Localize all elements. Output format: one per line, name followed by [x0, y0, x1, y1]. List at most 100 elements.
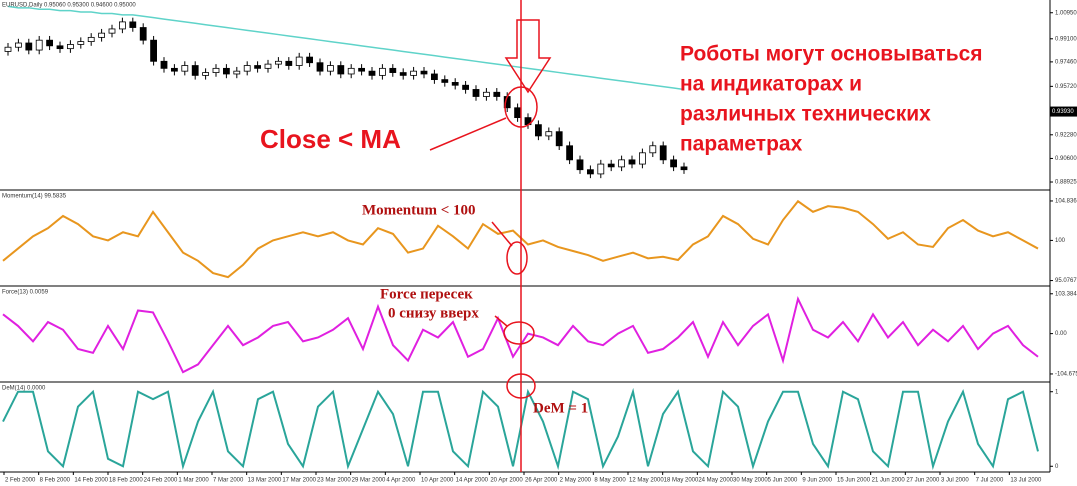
candle-body — [555, 131, 563, 147]
annotation: DeM = 1 — [533, 400, 588, 416]
candle-body — [119, 21, 126, 30]
pointer — [494, 315, 508, 327]
x-tick-label: 8 Feb 2000 — [40, 478, 71, 484]
candle-body — [25, 42, 33, 51]
y-tick-label: 0.88925 — [1055, 180, 1077, 186]
x-tick-label: 4 Apr 2000 — [386, 478, 416, 484]
pointer — [491, 221, 513, 247]
candle-body — [87, 36, 95, 42]
x-tick-label: 13 Mar 2000 — [248, 478, 282, 484]
x-tick-label: 5 Jun 2000 — [768, 478, 798, 484]
candle-body — [285, 60, 293, 66]
y-tick-label: 0 — [1055, 464, 1059, 470]
candle-body — [358, 67, 366, 72]
x-tick-label: 13 Jul 2000 — [1010, 478, 1042, 484]
candle-body — [139, 27, 147, 41]
x-tick-label: 9 Jun 2000 — [802, 478, 832, 484]
x-tick-label: 18 May 2000 — [664, 478, 699, 484]
candle-body — [337, 65, 345, 75]
x-tick-label: 17 Mar 2000 — [282, 478, 316, 484]
candle-body — [347, 67, 355, 75]
pointer — [429, 117, 507, 151]
candle-body — [399, 72, 407, 76]
candle-body — [628, 159, 636, 165]
candle-body — [680, 166, 688, 171]
candle-body — [254, 65, 262, 69]
candle-body — [587, 169, 594, 175]
candle-body — [129, 21, 137, 28]
y-tick-label: 100 — [1055, 238, 1066, 244]
candle-body — [451, 82, 459, 86]
pane-title: Force(13) 0.0059 — [2, 290, 49, 296]
candle-body — [160, 60, 168, 69]
x-tick-label: 3 Jul 2000 — [941, 478, 969, 484]
candle-body — [35, 39, 43, 51]
candle-body — [233, 70, 241, 75]
annotation: различных технических — [680, 103, 931, 126]
candle-body — [670, 159, 677, 168]
x-tick-label: 23 Mar 2000 — [317, 478, 351, 484]
x-tick-label: 14 Feb 2000 — [74, 478, 108, 484]
x-tick-label: 12 May 2000 — [629, 478, 664, 484]
candle-body — [202, 72, 210, 76]
candle-body — [46, 39, 53, 47]
y-tick-label: -104.6753 — [1055, 372, 1077, 378]
candle-body — [212, 67, 220, 73]
x-tick-label: 24 Feb 2000 — [144, 478, 178, 484]
candle-body — [274, 60, 282, 65]
candle-body — [150, 39, 158, 62]
candle-body — [566, 145, 573, 161]
candle-body — [607, 163, 615, 168]
candle-body — [77, 41, 85, 45]
x-tick-label: 7 Mar 2000 — [213, 478, 244, 484]
candle-body — [326, 65, 334, 72]
x-tick-label: 14 Apr 2000 — [456, 478, 489, 484]
price-label: 0.93930 — [1052, 109, 1074, 115]
candle-body — [191, 65, 199, 76]
candle-body — [295, 56, 303, 66]
candle-body — [170, 67, 178, 72]
candle-body — [576, 159, 584, 171]
y-tick-label: 95.0767 — [1055, 278, 1077, 284]
x-tick-label: 18 Feb 2000 — [109, 478, 143, 484]
annotation: Close < MA — [260, 124, 401, 154]
x-tick-label: 2 May 2000 — [560, 478, 592, 484]
x-tick-label: 8 May 2000 — [594, 478, 626, 484]
candle-body — [181, 65, 189, 72]
candle-body — [243, 65, 251, 72]
y-tick-label: 0.99100 — [1055, 36, 1077, 42]
x-tick-label: 15 Jun 2000 — [837, 478, 871, 484]
annotation: Momentum < 100 — [362, 202, 476, 218]
x-tick-label: 27 Jun 2000 — [906, 478, 940, 484]
candle-body — [410, 70, 418, 76]
candle-body — [535, 124, 542, 137]
annotations: Close < MA Momentum < 100 Force пересек … — [2, 3, 983, 417]
x-tick-label: 2 Feb 2000 — [5, 478, 36, 484]
annotation: параметрах — [680, 133, 803, 156]
pane-frames — [0, 0, 1051, 473]
moving-average — [7, 5, 685, 91]
x-tick-label: 29 Mar 2000 — [352, 478, 386, 484]
candle-body — [659, 145, 667, 161]
candle-body — [482, 91, 490, 97]
arrow — [504, 19, 552, 94]
annotation: Роботы могут основываться — [680, 43, 983, 66]
candle-body — [430, 73, 438, 81]
highlight — [506, 373, 536, 399]
candle-body — [545, 131, 553, 137]
annotation: 0 снизу вверх — [388, 305, 479, 321]
candle-body — [98, 32, 105, 38]
pane-title: Momentum(14) 99.5835 — [2, 194, 67, 200]
x-tick-label: 21 Jun 2000 — [872, 478, 906, 484]
highlight — [503, 321, 535, 345]
candle-body — [441, 79, 449, 83]
candle-body — [108, 28, 116, 34]
y-tick-label: 0.97460 — [1055, 59, 1077, 65]
highlight — [506, 241, 528, 275]
y-tick-label: 1 — [1055, 389, 1059, 395]
candle-body — [472, 89, 480, 97]
candle-body — [4, 46, 12, 52]
x-tick-label: 20 Apr 2000 — [490, 478, 523, 484]
candle-body — [493, 91, 501, 97]
